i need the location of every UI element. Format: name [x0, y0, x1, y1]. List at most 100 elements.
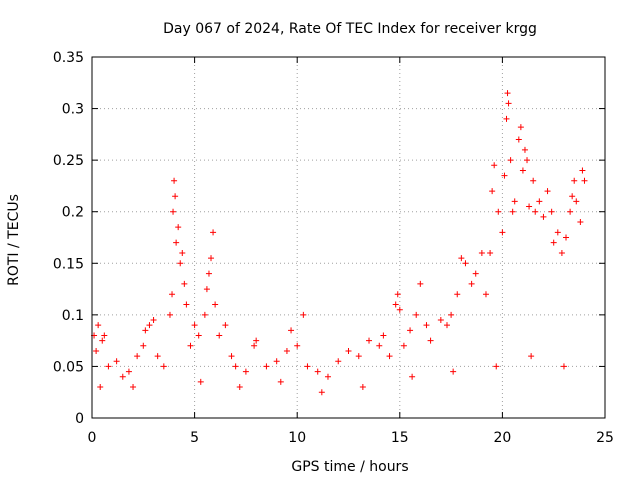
data-point: [504, 90, 511, 97]
x-tick-label: 0: [88, 430, 97, 446]
data-point: [253, 337, 260, 344]
data-point: [113, 358, 120, 365]
data-point: [443, 322, 450, 329]
data-point: [170, 208, 177, 215]
data-point: [577, 219, 584, 226]
data-point: [478, 249, 485, 256]
data-point: [95, 322, 102, 329]
data-point: [300, 311, 307, 318]
data-point: [427, 337, 434, 344]
data-point: [536, 198, 543, 205]
data-point: [396, 306, 403, 313]
y-tick-label: 0.3: [62, 102, 84, 118]
data-point: [294, 342, 301, 349]
data-point: [528, 353, 535, 360]
data-point: [150, 317, 157, 324]
data-point: [169, 291, 176, 298]
data-point: [392, 301, 399, 308]
data-point: [314, 368, 321, 375]
data-point: [579, 167, 586, 174]
data-point: [554, 229, 561, 236]
data-point: [544, 188, 551, 195]
data-point: [201, 311, 208, 318]
data-point: [567, 208, 574, 215]
data-point: [495, 208, 502, 215]
data-point: [251, 342, 258, 349]
data-point: [558, 249, 565, 256]
data-point: [417, 280, 424, 287]
y-tick-label: 0.35: [53, 50, 84, 66]
data-point: [355, 353, 362, 360]
y-tick-label: 0.15: [53, 256, 84, 272]
data-point: [573, 198, 580, 205]
data-point: [509, 208, 516, 215]
data-point: [105, 363, 112, 370]
data-point: [216, 332, 223, 339]
data-point: [181, 280, 188, 287]
data-point: [394, 291, 401, 298]
y-tick-label: 0.2: [62, 205, 84, 221]
data-point: [503, 115, 510, 122]
data-point: [154, 353, 161, 360]
data-point: [318, 389, 325, 396]
x-tick-label: 5: [190, 430, 199, 446]
axis-ticks: 0 5 10 15 20 25 0 0.05 0.1 0.15 0.2 0.25 0.3 0.35: [53, 50, 614, 446]
data-point: [563, 234, 570, 241]
data-point: [526, 203, 533, 210]
data-point: [93, 347, 100, 354]
data-point: [462, 260, 469, 267]
data-point: [493, 363, 500, 370]
data-point: [119, 373, 126, 380]
data-point: [273, 358, 280, 365]
data-point: [437, 317, 444, 324]
data-point: [101, 332, 108, 339]
data-point: [99, 337, 106, 344]
data-point: [146, 322, 153, 329]
data-point: [222, 322, 229, 329]
data-point: [482, 291, 489, 298]
data-point: [236, 384, 243, 391]
data-point: [548, 208, 555, 215]
chart-title: Day 067 of 2024, Rate Of TEC Index for r…: [163, 21, 537, 37]
data-point: [505, 100, 512, 107]
data-point: [288, 327, 295, 334]
data-point: [197, 378, 204, 385]
data-point: [519, 167, 526, 174]
data-point: [515, 136, 522, 143]
x-tick-label: 15: [391, 430, 409, 446]
data-point: [423, 322, 430, 329]
data-points: [91, 90, 588, 396]
data-point: [448, 311, 455, 318]
data-point: [212, 301, 219, 308]
data-point: [242, 368, 249, 375]
data-point: [97, 384, 104, 391]
data-point: [304, 363, 311, 370]
data-point: [263, 363, 270, 370]
data-point: [335, 358, 342, 365]
x-tick-label: 25: [596, 430, 614, 446]
data-point: [171, 177, 178, 184]
data-point: [134, 353, 141, 360]
data-point: [489, 188, 496, 195]
data-point: [521, 146, 528, 153]
data-point: [125, 368, 132, 375]
data-point: [142, 327, 149, 334]
data-point: [130, 384, 137, 391]
data-point: [571, 177, 578, 184]
data-point: [173, 239, 180, 246]
data-point: [345, 347, 352, 354]
data-point: [532, 208, 539, 215]
data-point: [191, 322, 198, 329]
data-point: [283, 347, 290, 354]
data-point: [540, 213, 547, 220]
data-point: [468, 280, 475, 287]
data-point: [450, 368, 457, 375]
y-axis-label: ROTI / TECUs: [6, 194, 22, 286]
data-point: [208, 255, 215, 262]
data-point: [232, 363, 239, 370]
data-point: [277, 378, 284, 385]
data-point: [400, 342, 407, 349]
data-point: [203, 286, 210, 293]
y-tick-label: 0.25: [53, 153, 84, 169]
